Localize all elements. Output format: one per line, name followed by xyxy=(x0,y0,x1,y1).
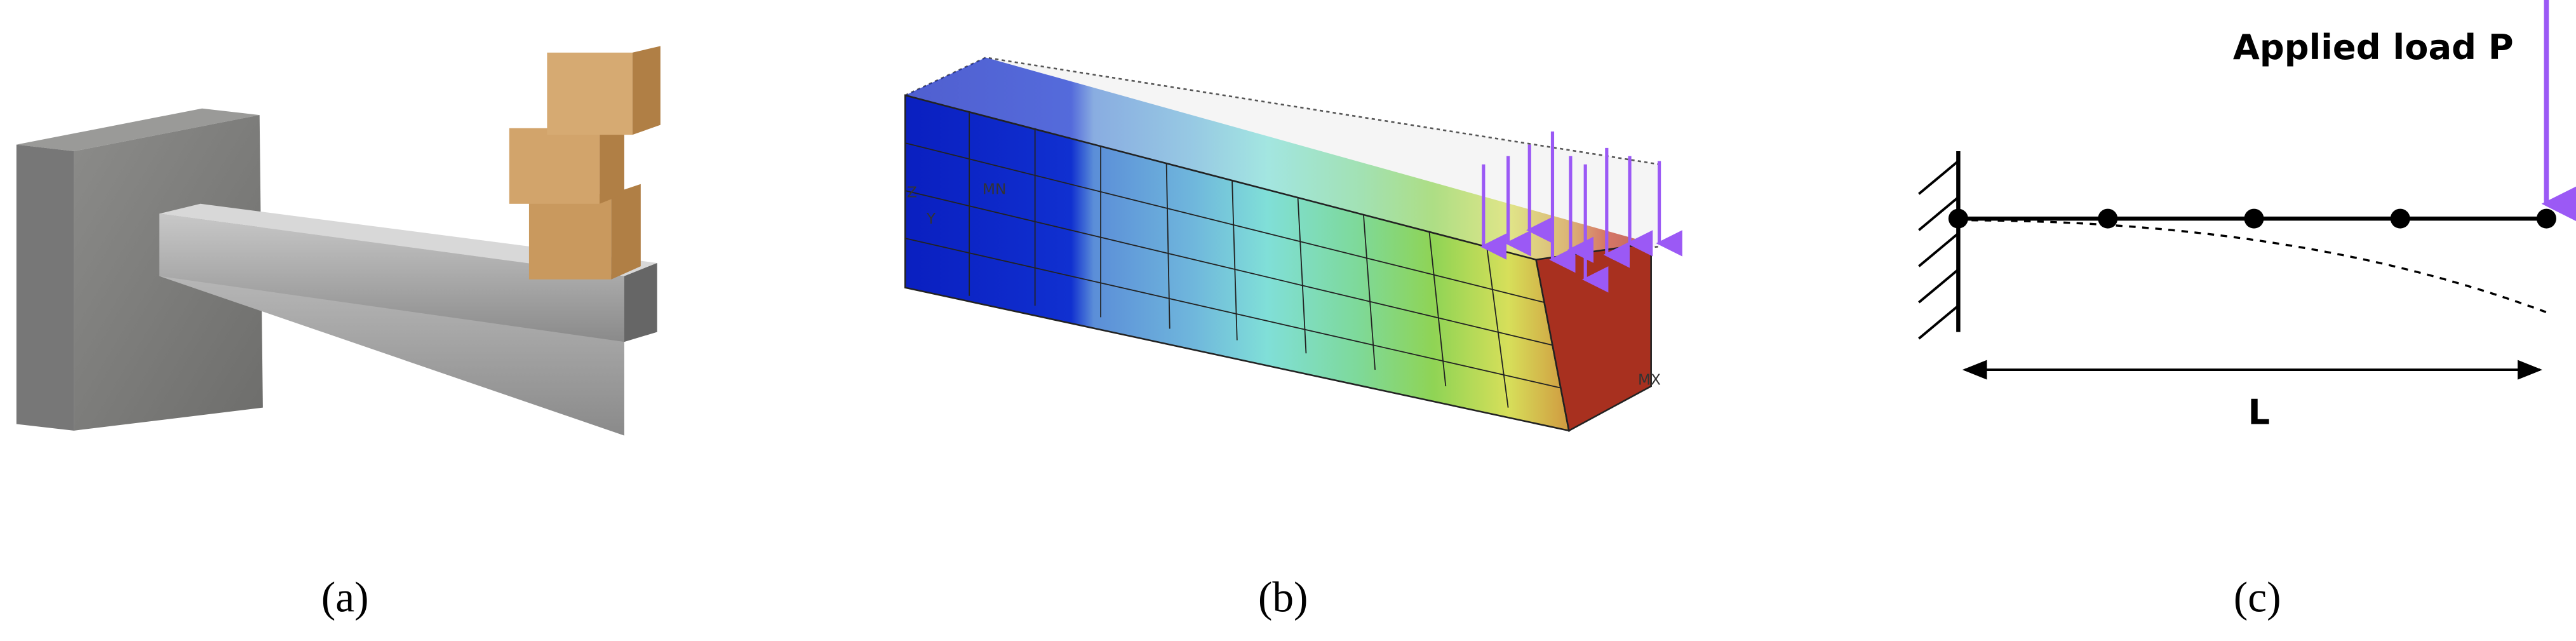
panel-b-fe-model: Z Y MN MX xyxy=(902,57,1682,432)
length-label: L xyxy=(2248,392,2270,432)
panel-a-illustration xyxy=(16,46,661,436)
caption: (c) xyxy=(2234,573,2281,621)
axis-label: Y xyxy=(926,210,936,227)
caption: (b) xyxy=(1258,573,1308,621)
min-label: MN xyxy=(983,180,1006,198)
max-label: MX xyxy=(1638,371,1661,388)
panel-c-schematic xyxy=(1918,0,2576,380)
caption: (a) xyxy=(321,573,369,621)
load-label: Applied load P xyxy=(2233,27,2514,67)
axis-label: Z xyxy=(907,184,917,201)
